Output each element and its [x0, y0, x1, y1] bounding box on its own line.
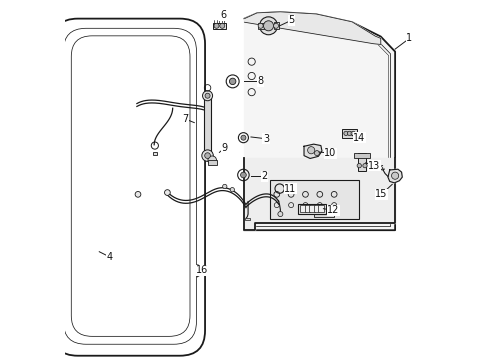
Bar — [357, 153, 366, 171]
Circle shape — [273, 23, 278, 28]
Circle shape — [202, 150, 213, 161]
Circle shape — [263, 21, 273, 31]
Circle shape — [214, 23, 219, 28]
Text: 3: 3 — [263, 134, 268, 144]
Circle shape — [356, 163, 361, 168]
Bar — [304, 205, 310, 212]
Circle shape — [240, 172, 246, 178]
Bar — [317, 205, 323, 212]
Text: 11: 11 — [284, 184, 296, 194]
Polygon shape — [304, 144, 321, 158]
Text: 14: 14 — [352, 133, 365, 143]
Bar — [204, 98, 210, 153]
Text: 2: 2 — [261, 171, 267, 181]
Circle shape — [241, 135, 245, 140]
Text: 15: 15 — [374, 189, 387, 199]
Bar — [244, 218, 249, 220]
Circle shape — [135, 192, 141, 197]
Text: 4: 4 — [107, 252, 113, 262]
Bar — [353, 153, 369, 158]
Text: 13: 13 — [367, 161, 380, 171]
Bar — [152, 152, 157, 155]
Text: 16: 16 — [196, 265, 208, 275]
Bar — [207, 160, 217, 165]
Circle shape — [202, 91, 212, 101]
Polygon shape — [387, 169, 402, 183]
Circle shape — [229, 78, 235, 85]
Circle shape — [350, 131, 355, 135]
Text: 7: 7 — [182, 114, 188, 124]
Bar — [314, 208, 333, 217]
Polygon shape — [244, 12, 380, 44]
Text: 6: 6 — [220, 10, 225, 20]
Text: 5: 5 — [287, 15, 294, 26]
Polygon shape — [244, 158, 394, 230]
Text: 9: 9 — [221, 143, 227, 153]
Circle shape — [314, 150, 319, 156]
Text: 10: 10 — [324, 148, 336, 158]
Bar — [313, 205, 319, 212]
Circle shape — [204, 93, 210, 98]
Circle shape — [258, 23, 263, 28]
Bar — [298, 204, 325, 214]
Circle shape — [277, 212, 282, 217]
Bar — [212, 23, 225, 29]
Circle shape — [307, 147, 314, 154]
Circle shape — [207, 156, 216, 165]
Bar — [257, 23, 263, 29]
Circle shape — [219, 23, 224, 28]
Bar — [341, 129, 357, 138]
Circle shape — [204, 153, 210, 158]
Bar — [300, 205, 305, 212]
Circle shape — [362, 163, 366, 168]
Text: 12: 12 — [326, 206, 339, 216]
Circle shape — [343, 131, 347, 135]
Circle shape — [391, 172, 398, 179]
Bar — [269, 180, 359, 220]
Circle shape — [259, 17, 277, 35]
Bar — [308, 205, 314, 212]
Circle shape — [230, 188, 234, 192]
Polygon shape — [244, 12, 394, 230]
Circle shape — [222, 184, 226, 189]
Circle shape — [346, 131, 351, 135]
Text: 8: 8 — [257, 76, 263, 86]
Circle shape — [164, 190, 170, 195]
Text: 1: 1 — [406, 33, 412, 43]
Bar — [273, 22, 278, 30]
